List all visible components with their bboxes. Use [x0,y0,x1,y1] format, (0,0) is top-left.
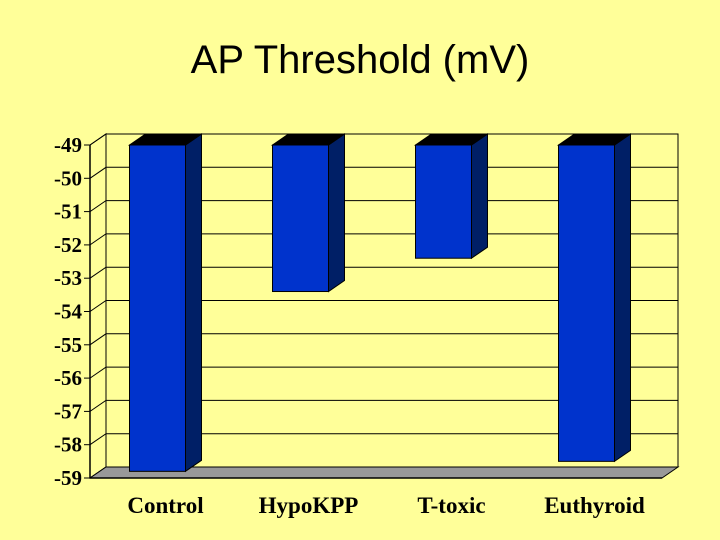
y-tick-label: -59 [54,466,82,490]
bar-side [471,133,488,260]
gridline [89,366,678,379]
gridline [89,399,678,412]
bar [129,144,186,472]
gridline [89,300,678,312]
bar-top [127,133,204,146]
bar-top [270,133,347,146]
x-category-label: Control [127,493,203,518]
y-tick-label: -49 [54,133,82,157]
bar-side [328,133,345,293]
y-tick-label: -57 [54,399,82,423]
chart-title: AP Threshold (mV) [190,38,530,82]
bar [558,144,615,462]
y-tick-label: -58 [54,433,82,457]
gridline [89,433,678,446]
bar-top [556,133,633,146]
y-tick-label: -50 [54,166,82,190]
bar [415,144,472,259]
bar-side [185,133,202,473]
x-category-label: Euthyroid [544,493,645,518]
bar-top [413,133,490,146]
y-tick-label: -51 [54,200,82,224]
x-category-label: HypoKPP [259,493,359,518]
x-category-label: T-toxic [417,493,485,518]
gridline [89,333,678,346]
bar [272,144,329,293]
y-tick-label: -53 [54,266,82,290]
gridline [89,266,678,279]
y-tick-label: -54 [54,300,82,324]
y-tick-label: -55 [54,333,82,357]
y-tick-label: -56 [54,366,82,390]
bar-side [614,133,631,463]
y-tick-label: -52 [54,233,82,257]
